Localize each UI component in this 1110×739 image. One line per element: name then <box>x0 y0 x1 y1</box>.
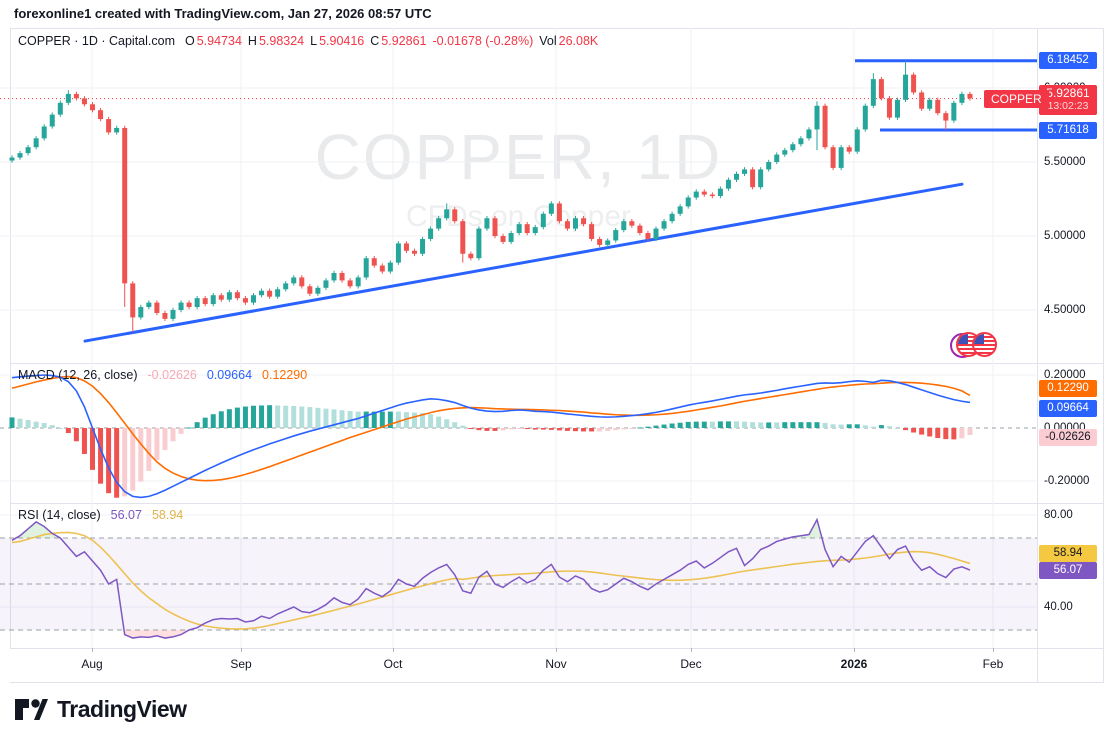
rsi-header: RSI (14, close) 56.07 58.94 <box>18 508 183 522</box>
ohlc-low-value: 5.90416 <box>319 34 365 48</box>
time-axis-label: Sep <box>230 657 252 671</box>
us-flag-icon <box>956 332 981 357</box>
rsi-indicator-chart[interactable] <box>0 503 1037 648</box>
time-axis-separator <box>10 648 1104 649</box>
attribution-text: forexonline1 created with TradingView.co… <box>14 6 432 21</box>
ohlc-high-value: 5.98324 <box>258 34 305 48</box>
tradingview-logo[interactable]: TradingView <box>14 695 187 723</box>
economic-events-icon[interactable] <box>950 331 997 358</box>
chart-bottom-border <box>10 682 1104 683</box>
ohlc-close-label: C <box>370 34 380 48</box>
price-scale-badge: 56.07 <box>1039 562 1097 579</box>
price-scale-label: 5.50000 <box>1044 156 1086 168</box>
tradingview-logo-text: TradingView <box>57 695 187 722</box>
price-line-symbol-label: COPPER <box>984 90 1049 108</box>
time-axis-tick <box>556 648 557 652</box>
time-axis-label: Aug <box>81 657 103 671</box>
macd-title[interactable]: MACD (12, 26, close) <box>18 368 138 382</box>
chart-left-border <box>10 28 11 648</box>
price-scale-badge: -0.02626 <box>1039 429 1097 446</box>
price-scale-label: -0.20000 <box>1044 475 1090 487</box>
ohlc-high-label: H <box>247 34 257 48</box>
chart-top-border <box>10 28 1104 29</box>
macd-header: MACD (12, 26, close) -0.02626 0.09664 0.… <box>18 368 307 382</box>
volume-value: 26.08K <box>558 34 599 48</box>
time-axis-tick <box>393 648 394 652</box>
price-scale-badge: 0.12290 <box>1039 380 1097 397</box>
ohlc-open-label: O <box>184 34 195 48</box>
price-scale-badge: 6.18452 <box>1039 52 1097 69</box>
time-axis-tick <box>92 648 93 652</box>
rsi-ma-value: 58.94 <box>151 508 184 522</box>
ohlc-close-value: 5.92861 <box>381 34 427 48</box>
time-axis-tick <box>993 648 994 652</box>
ohlc-low-label: L <box>310 34 318 48</box>
macd-pane-separator[interactable] <box>10 363 1104 364</box>
macd-histogram-value: -0.02626 <box>147 368 197 382</box>
rsi-title[interactable]: RSI (14, close) <box>18 508 101 522</box>
price-scale[interactable]: 6.184526.000005.9286113:02:235.716185.50… <box>1038 28 1103 682</box>
ohlc-open-value: 5.94734 <box>196 34 242 48</box>
time-axis-tick <box>691 648 692 652</box>
price-scale-label: 4.50000 <box>1044 304 1086 316</box>
rsi-pane-separator[interactable] <box>10 503 1104 504</box>
time-axis-label: Nov <box>545 657 567 671</box>
candlestick-series <box>9 60 973 333</box>
macd-indicator-chart[interactable] <box>0 363 1037 503</box>
main-price-chart[interactable] <box>0 28 1037 363</box>
price-scale-label: 0.20000 <box>1044 369 1086 381</box>
rsi-value: 56.07 <box>110 508 142 522</box>
time-axis[interactable]: Aug Sep Oct Nov Dec 2026 Feb <box>0 648 1110 682</box>
price-scale-label: 40.00 <box>1044 601 1073 613</box>
price-scale-separator[interactable] <box>1037 28 1038 682</box>
price-scale-badge: 5.71618 <box>1039 122 1097 139</box>
price-scale-label: 5.00000 <box>1044 230 1086 242</box>
price-scale-label: 80.00 <box>1044 509 1073 521</box>
time-axis-label: Feb <box>982 657 1004 671</box>
time-axis-tick <box>854 648 855 652</box>
time-axis-label: Dec <box>680 657 702 671</box>
symbol-legend: COPPER · 1D · Capital.com O 5.94734 H 5.98… <box>18 34 598 48</box>
volume-label: Vol <box>539 34 557 48</box>
time-axis-label: 2026 <box>840 657 868 671</box>
price-scale-badge: 58.94 <box>1039 545 1097 562</box>
price-scale-badge: 0.09664 <box>1039 400 1097 417</box>
macd-line-value: 0.09664 <box>206 368 253 382</box>
symbol-title[interactable]: COPPER · 1D · Capital.com <box>18 34 175 48</box>
time-axis-tick <box>241 648 242 652</box>
change-value: -0.01678 (-0.28%) <box>432 34 534 48</box>
tradingview-logo-icon <box>15 699 48 720</box>
time-axis-label: Oct <box>383 657 403 671</box>
us-flag-icon <box>972 332 997 357</box>
macd-signal-value: 0.12290 <box>262 368 308 382</box>
chart-right-border <box>1103 28 1104 682</box>
